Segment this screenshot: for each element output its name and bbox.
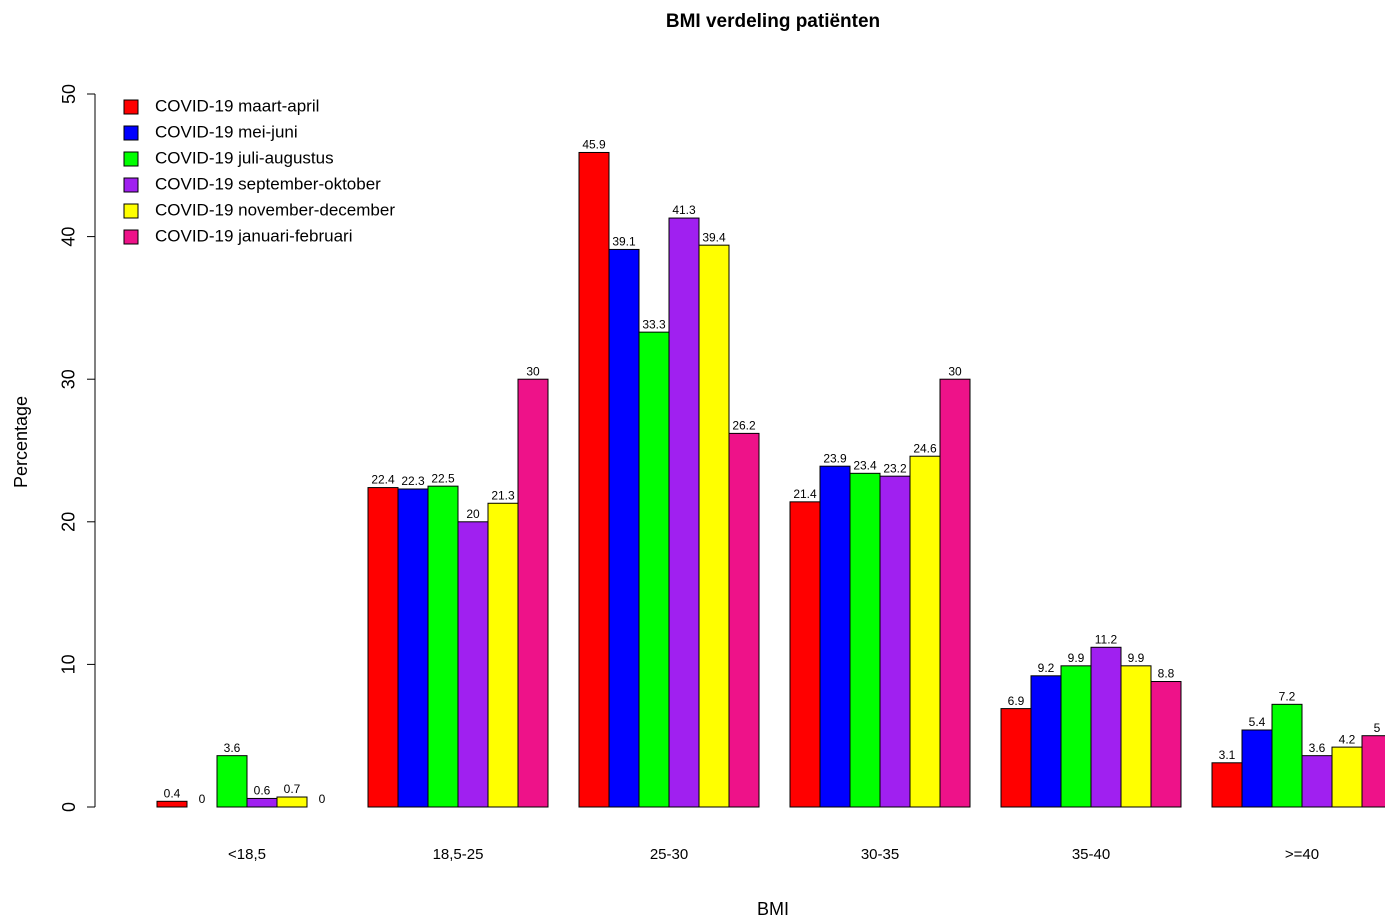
bar — [728, 432, 760, 808]
bar — [397, 488, 429, 808]
bar — [638, 331, 670, 808]
x-axis-label: BMI — [757, 899, 789, 919]
bar — [608, 248, 640, 808]
value-label: 22.5 — [431, 471, 455, 485]
x-tick-label: >=40 — [1285, 846, 1319, 863]
legend-label: COVID-19 juli-augustus — [155, 148, 334, 167]
bar — [879, 475, 911, 808]
bar — [909, 455, 941, 808]
y-tick-label: 40 — [59, 227, 79, 247]
x-tick-label: 25-30 — [650, 846, 688, 863]
value-label: 6.9 — [1008, 694, 1025, 708]
legend-swatch — [123, 125, 139, 141]
value-label: 33.3 — [642, 317, 666, 331]
value-label: 11.2 — [1095, 632, 1118, 646]
legend-label: COVID-19 maart-april — [155, 96, 319, 115]
chart-title: BMI verdeling patiënten — [666, 11, 880, 32]
bar — [1301, 755, 1333, 808]
value-label: 5 — [1374, 721, 1381, 735]
bar — [1120, 665, 1152, 808]
bar — [939, 378, 971, 808]
value-label: 26.2 — [732, 419, 756, 433]
legend-swatch — [123, 99, 139, 115]
value-label: 9.9 — [1128, 651, 1145, 665]
value-label: 21.3 — [491, 488, 515, 502]
value-label: 20 — [466, 507, 480, 521]
bar — [216, 755, 248, 808]
x-tick-label: <18,5 — [228, 846, 266, 863]
value-label: 41.3 — [672, 203, 696, 217]
bar — [1331, 746, 1363, 808]
bar — [427, 485, 459, 808]
value-label: 3.6 — [224, 741, 241, 755]
legend-label: COVID-19 september-oktober — [155, 174, 381, 193]
value-label: 23.2 — [883, 461, 907, 475]
bar — [1271, 703, 1303, 808]
value-label: 23.4 — [853, 458, 877, 472]
value-label: 3.1 — [1219, 748, 1236, 762]
value-label: 8.8 — [1158, 667, 1175, 681]
value-label: 22.3 — [401, 474, 425, 488]
bar — [457, 521, 489, 808]
legend-swatch — [123, 229, 139, 245]
value-label: 45.9 — [582, 138, 606, 152]
y-tick-label: 0 — [59, 802, 79, 812]
bar — [1030, 675, 1062, 808]
value-label: 39.4 — [702, 230, 726, 244]
bar — [1000, 708, 1032, 808]
legend-swatch — [123, 203, 139, 219]
x-tick-label: 35-40 — [1072, 846, 1110, 863]
value-label: 30 — [948, 364, 962, 378]
bar — [156, 800, 188, 808]
value-label: 7.2 — [1279, 689, 1296, 703]
y-tick-label: 20 — [59, 512, 79, 532]
bar — [1060, 665, 1092, 808]
y-tick-label: 50 — [59, 84, 79, 104]
value-label: 24.6 — [913, 441, 937, 455]
value-label: 30 — [526, 364, 540, 378]
value-label: 5.4 — [1249, 715, 1266, 729]
bar — [367, 487, 399, 808]
x-tick-label: 18,5-25 — [433, 846, 484, 863]
value-label: 3.6 — [1309, 741, 1326, 755]
y-axis-label: Percentage — [11, 396, 31, 488]
value-label: 0.4 — [164, 786, 181, 800]
value-label: 23.9 — [823, 451, 847, 465]
value-label: 9.9 — [1068, 651, 1085, 665]
value-label: 21.4 — [793, 487, 817, 501]
value-label: 4.2 — [1339, 732, 1356, 746]
bar — [276, 796, 308, 808]
bar — [487, 502, 519, 808]
value-label: 0.7 — [284, 782, 301, 796]
bar — [246, 797, 278, 808]
value-label: 22.4 — [371, 473, 395, 487]
bar — [668, 217, 700, 808]
value-label: 39.1 — [612, 235, 636, 249]
legend-swatch — [123, 151, 139, 167]
bar — [1150, 681, 1182, 808]
value-label: 0 — [319, 792, 326, 806]
value-label: 0.6 — [254, 784, 271, 798]
value-label: 9.2 — [1038, 661, 1055, 675]
bar — [849, 472, 881, 808]
bar — [789, 501, 821, 808]
y-tick-label: 10 — [59, 654, 79, 674]
bar — [819, 465, 851, 808]
bar — [1090, 646, 1122, 808]
bar — [517, 378, 549, 808]
bar — [578, 151, 610, 808]
legend-label: COVID-19 november-december — [155, 200, 395, 219]
legend-label: COVID-19 januari-februari — [155, 226, 352, 245]
bar — [698, 244, 730, 808]
bar — [1361, 735, 1385, 808]
bar — [1241, 729, 1273, 808]
legend-label: COVID-19 mei-juni — [155, 122, 298, 141]
x-tick-label: 30-35 — [861, 846, 899, 863]
bar — [1211, 762, 1243, 808]
y-tick-label: 30 — [59, 369, 79, 389]
legend-swatch — [123, 177, 139, 193]
value-label: 0 — [199, 792, 206, 806]
